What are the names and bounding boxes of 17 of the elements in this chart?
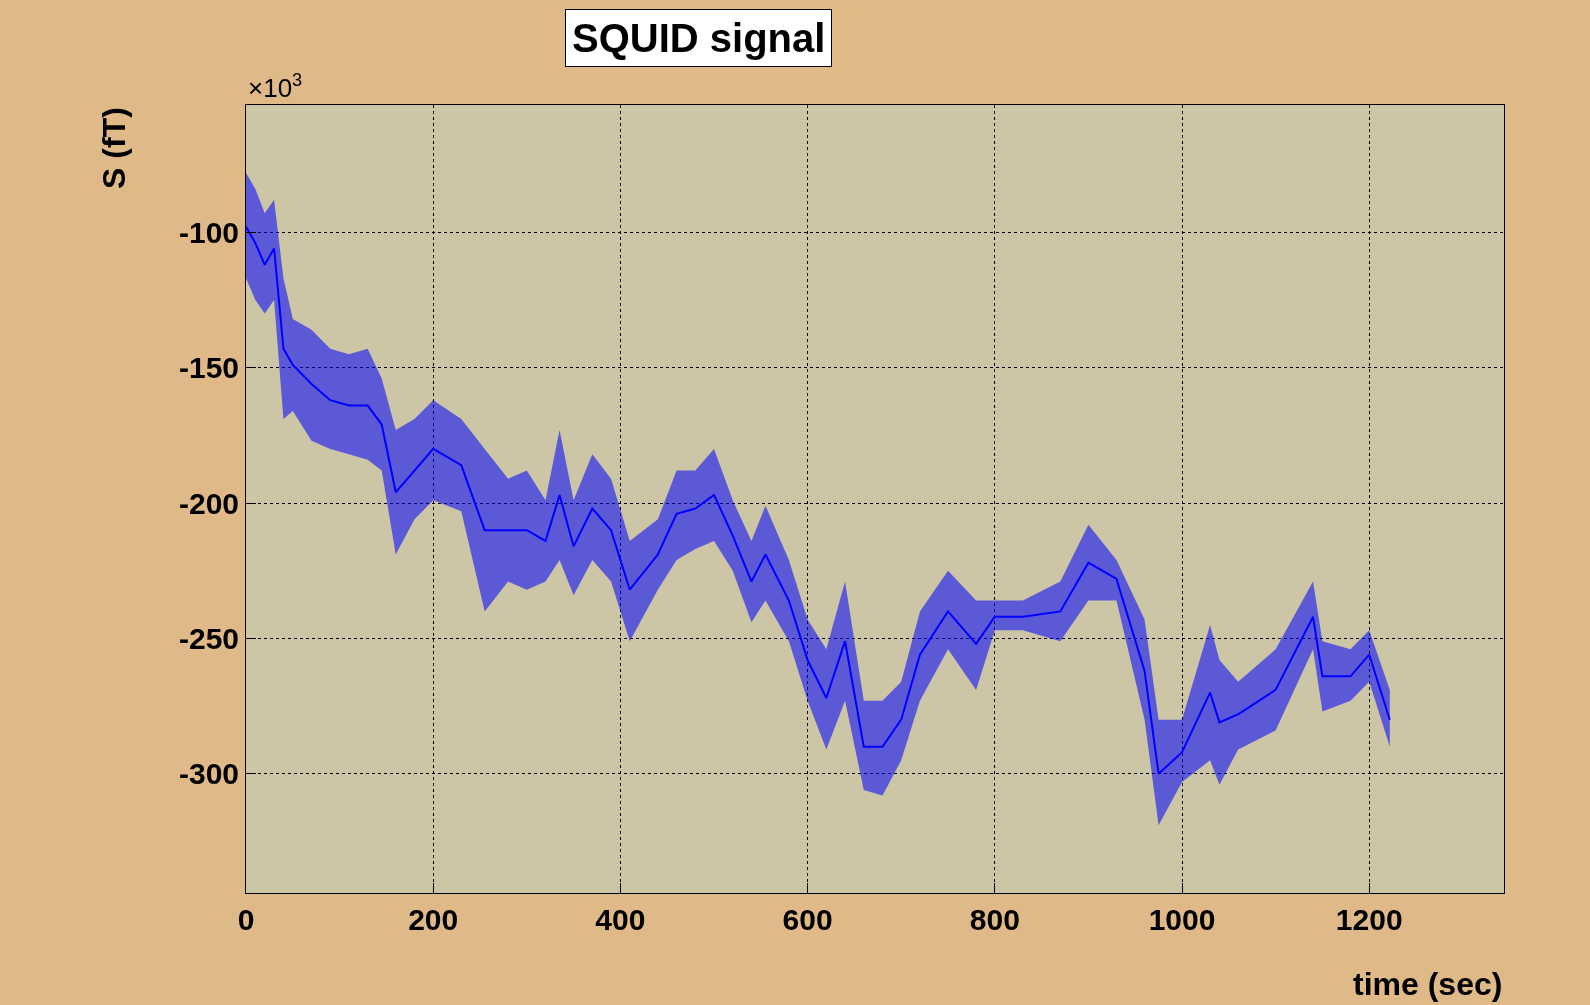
y-tick-label: -100 xyxy=(178,215,239,249)
x-tick-label: 400 xyxy=(595,903,646,936)
y-tick-label: -200 xyxy=(178,486,239,520)
y-tick-label: -250 xyxy=(178,621,239,655)
y-tick-label: -150 xyxy=(178,351,239,385)
x-tick-label: 200 xyxy=(408,903,459,936)
line-series xyxy=(246,225,1391,775)
x-tick-label: 1200 xyxy=(1335,903,1403,936)
x-tick-label: 1000 xyxy=(1148,903,1216,936)
x-axis-title: time (sec) xyxy=(1353,966,1503,1002)
x-tick-label: 600 xyxy=(782,903,833,936)
y-tick-label: -300 xyxy=(178,757,239,791)
x-tick-label: 800 xyxy=(969,903,1020,936)
chart-title: SQUID signal xyxy=(572,16,826,60)
y-axis-title: S (fT) xyxy=(95,107,132,189)
x-tick-label: 0 xyxy=(237,903,255,936)
text: ×10$^{3}$ xyxy=(248,70,303,103)
